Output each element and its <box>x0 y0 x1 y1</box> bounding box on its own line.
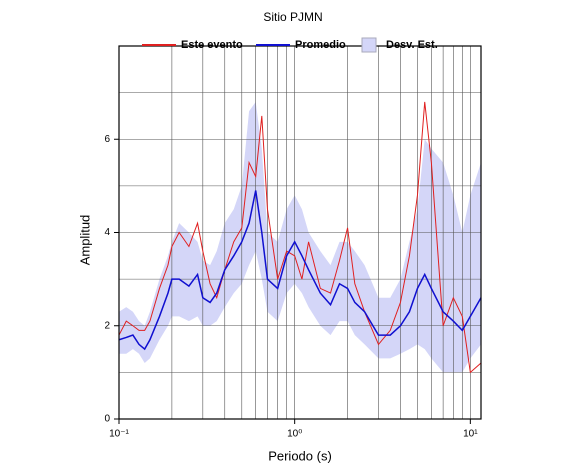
x-tick-label: 10⁰ <box>287 429 302 440</box>
chart-title: Sitio PJMN <box>263 10 322 24</box>
x-tick-label: 10¹ <box>463 429 478 440</box>
series-line <box>118 190 482 351</box>
legend-label: Promedio <box>295 39 346 51</box>
y-tick-label: 0 <box>104 414 110 425</box>
x-axis-label: Periodo (s) <box>268 448 332 463</box>
plot-frame <box>118 45 482 420</box>
series-line <box>118 101 482 374</box>
y-axis-label: Amplitud <box>77 215 92 266</box>
x-tick-label: 10⁻¹ <box>109 429 129 440</box>
legend-label: Este evento <box>181 39 243 51</box>
legend-swatch <box>361 37 377 53</box>
y-tick-label: 2 <box>104 320 110 331</box>
legend-label: Desv. Est. <box>386 39 438 51</box>
y-tick-label: 4 <box>104 227 110 238</box>
y-tick-label: 6 <box>104 134 110 145</box>
std-band <box>119 101 481 373</box>
